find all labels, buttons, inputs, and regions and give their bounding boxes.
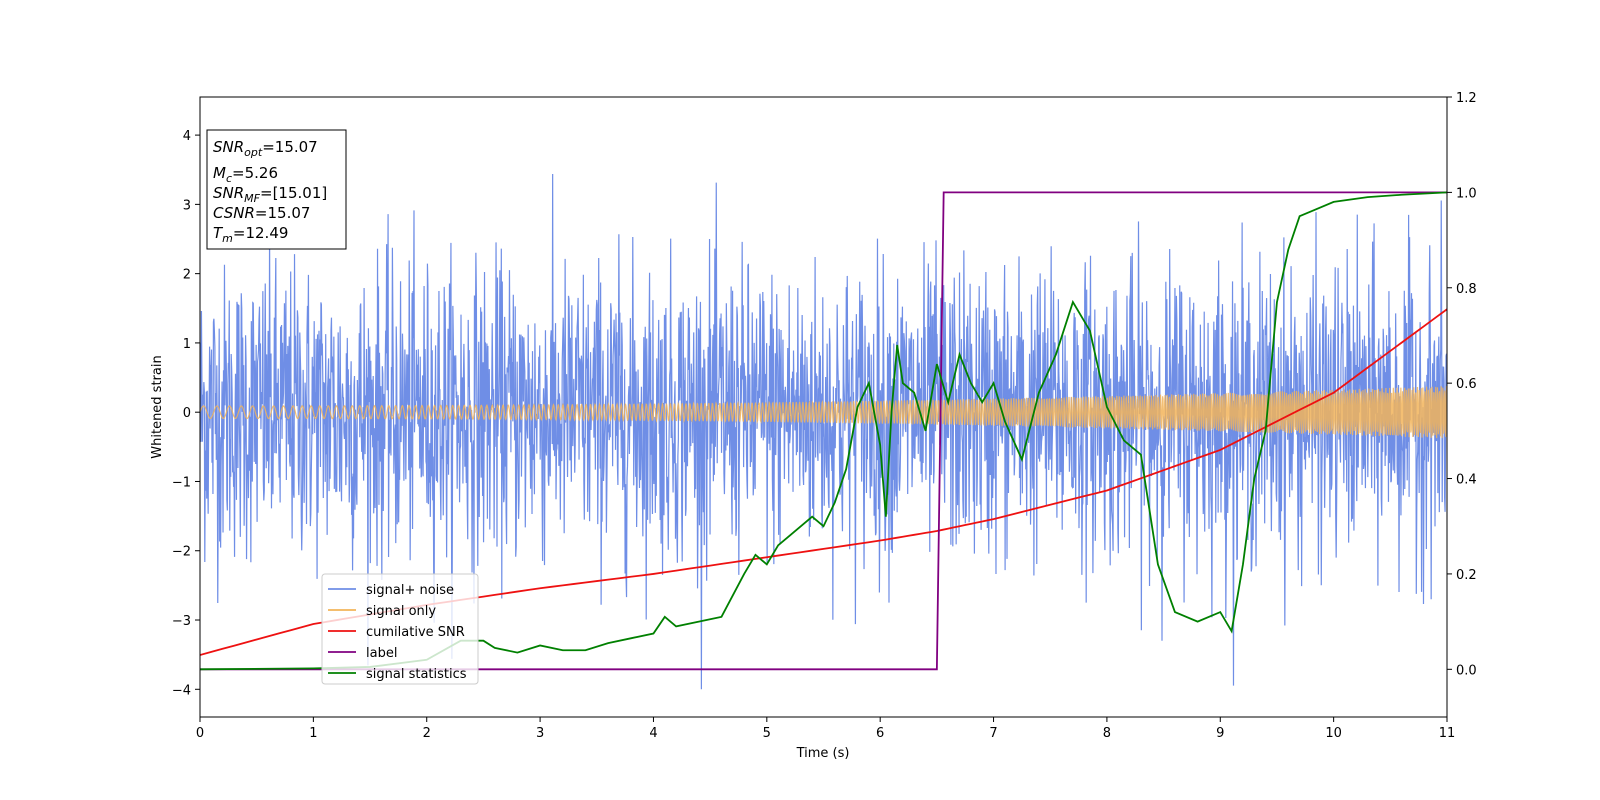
legend-text: cumilative SNR xyxy=(366,625,465,640)
annotation-tm: Tm=12.49 xyxy=(213,224,288,245)
y-tick-label: 1 xyxy=(183,337,191,352)
annotation-snr-mf: SNRMF=[15.01] xyxy=(213,184,327,205)
x-tick-label: 11 xyxy=(1439,726,1456,741)
x-tick-label: 10 xyxy=(1325,726,1342,741)
y2-tick-label: 1.2 xyxy=(1456,91,1477,106)
legend-text: label xyxy=(366,646,397,661)
y2-tick-label: 0.8 xyxy=(1456,282,1477,297)
y2-tick-label: 0.4 xyxy=(1456,473,1477,488)
legend-text: signal+ noise xyxy=(366,583,454,598)
y2-tick-label: 0.0 xyxy=(1456,663,1477,678)
y2-tick-label: 1.0 xyxy=(1456,186,1477,201)
x-tick-label: 5 xyxy=(763,726,771,741)
legend-label: label xyxy=(328,646,397,661)
x-tick-label: 9 xyxy=(1216,726,1224,741)
x-axis-label: Time (s) xyxy=(796,746,850,761)
y-tick-label: −4 xyxy=(172,683,191,698)
y-tick-label: 3 xyxy=(183,198,191,213)
plot-frame xyxy=(199,96,1448,718)
y-tick-label: −1 xyxy=(172,475,191,490)
x-tick-label: 4 xyxy=(649,726,657,741)
x-tick-label: 7 xyxy=(989,726,997,741)
x-tick-label: 3 xyxy=(536,726,544,741)
annotation-snr-opt: SNRopt=15.07 xyxy=(213,138,318,159)
x-tick-label: 1 xyxy=(309,726,317,741)
annotation-mc: Mc=5.26 xyxy=(213,164,278,185)
annotation-csnr: CSNR=15.07 xyxy=(213,204,310,222)
legend: signal+ noise signal only cumilative SNR la… xyxy=(321,573,479,685)
y-tick-label: −3 xyxy=(172,614,191,629)
y2-tick-label: 0.2 xyxy=(1456,568,1477,583)
legend-text: signal only xyxy=(366,604,436,619)
annotation-box: SNRopt=15.07 Mc=5.26 SNRMF=[15.01] CSNR=… xyxy=(206,129,347,250)
y-tick-label: 2 xyxy=(183,268,191,283)
x-tick-label: 8 xyxy=(1103,726,1111,741)
y-tick-label: −2 xyxy=(172,545,191,560)
signal-only-trace xyxy=(200,386,1447,439)
signal-only-series xyxy=(200,386,1447,439)
legend-signal-statistics: signal statistics xyxy=(328,667,467,682)
signal-statistics-line xyxy=(200,191,1447,671)
legend-cumulative-snr: cumilative SNR xyxy=(328,625,465,640)
y2-tick-label: 0.6 xyxy=(1456,377,1477,392)
y-tick-label: 0 xyxy=(183,406,191,421)
y-tick-label: 4 xyxy=(183,129,191,144)
x-tick-label: 6 xyxy=(876,726,884,741)
legend-text: signal statistics xyxy=(366,667,467,682)
y-axis-label: Whitened strain xyxy=(150,355,165,458)
legend-signal-noise: signal+ noise xyxy=(328,583,454,598)
x-tick-label: 0 xyxy=(196,726,204,741)
label-line xyxy=(200,191,1447,671)
x-tick-label: 2 xyxy=(423,726,431,741)
legend-signal-only: signal only xyxy=(328,604,436,619)
